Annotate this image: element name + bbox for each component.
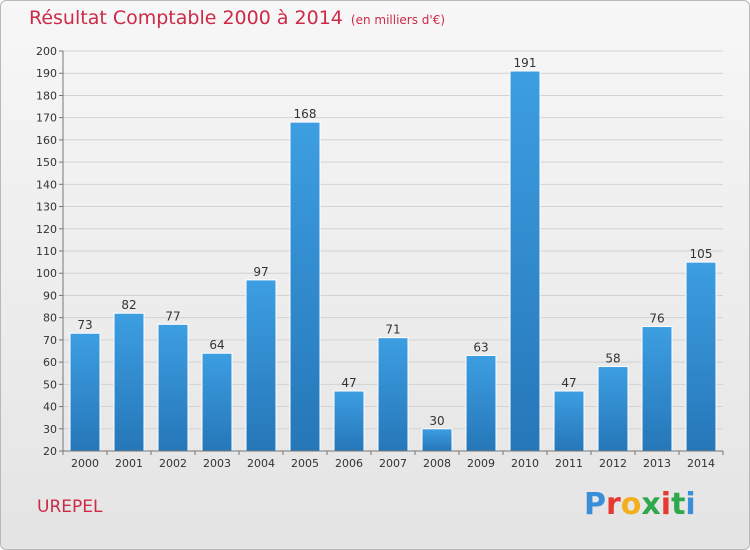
bar xyxy=(333,390,365,452)
y-tick-label: 190 xyxy=(36,67,57,80)
x-tick-label: 2013 xyxy=(643,457,671,470)
brand-letter: x xyxy=(641,487,661,522)
y-tick-label: 70 xyxy=(43,334,57,347)
y-tick-label: 120 xyxy=(36,223,57,236)
bar xyxy=(465,354,497,452)
bar xyxy=(509,70,541,452)
bar xyxy=(377,337,409,452)
bar xyxy=(553,390,585,452)
x-tick-label: 2005 xyxy=(291,457,319,470)
brand-letter: i xyxy=(685,487,696,522)
x-tick-label: 2009 xyxy=(467,457,495,470)
y-tick-label: 180 xyxy=(36,89,57,102)
y-tick-label: 40 xyxy=(43,401,57,414)
y-tick-label: 80 xyxy=(43,312,57,325)
brand-letter: t xyxy=(671,487,686,522)
bar xyxy=(641,326,673,452)
x-tick-label: 2014 xyxy=(687,457,715,470)
y-tick-label: 110 xyxy=(36,245,57,258)
chart-subtitle: (en milliers d'€) xyxy=(350,13,446,27)
x-tick-label: 2000 xyxy=(71,457,99,470)
bar xyxy=(421,428,453,452)
bar xyxy=(245,279,277,452)
chart-title: Résultat Comptable 2000 à 2014 (en millie… xyxy=(29,7,445,29)
y-tick-label: 140 xyxy=(36,178,57,191)
y-tick-label: 100 xyxy=(36,267,57,280)
data-label: 47 xyxy=(341,376,356,390)
y-tick-label: 130 xyxy=(36,201,57,214)
proxiti-logo: Proxiti xyxy=(584,487,696,522)
y-tick-label: 160 xyxy=(36,134,57,147)
bar xyxy=(201,352,233,452)
x-tick-label: 2011 xyxy=(555,457,583,470)
data-label: 191 xyxy=(514,56,537,70)
bar xyxy=(157,323,189,452)
y-tick-label: 200 xyxy=(36,45,57,58)
data-label: 82 xyxy=(121,298,136,312)
data-label: 77 xyxy=(165,309,180,323)
y-tick-label: 60 xyxy=(43,356,57,369)
x-tick-label: 2007 xyxy=(379,457,407,470)
brand-letter: i xyxy=(660,487,672,522)
x-tick-label: 2006 xyxy=(335,457,363,470)
x-tick-label: 2003 xyxy=(203,457,231,470)
y-axis-ticks: 20 30 40 50 60 70 80 90 100 110 120 130 140 150 160 170… xyxy=(36,45,63,458)
data-label: 58 xyxy=(605,352,620,366)
x-axis-ticks: 2000 2001 2002 2003 2004 2005 2006 2007 2008 2009… xyxy=(62,451,724,470)
bar xyxy=(113,312,145,452)
x-tick-label: 2010 xyxy=(511,457,539,470)
data-label: 76 xyxy=(649,312,664,326)
bar xyxy=(69,332,101,452)
bar xyxy=(289,121,321,452)
y-tick-label: 170 xyxy=(36,112,57,125)
data-label: 105 xyxy=(690,247,713,261)
data-label: 168 xyxy=(294,107,317,121)
bar xyxy=(685,261,717,452)
data-label: 73 xyxy=(77,318,92,332)
y-tick-label: 50 xyxy=(43,378,57,391)
bar xyxy=(597,366,629,452)
data-label: 71 xyxy=(385,323,400,337)
y-tick-label: 30 xyxy=(43,423,57,436)
axes xyxy=(62,51,723,452)
data-label: 63 xyxy=(473,340,488,354)
brand-letter: r xyxy=(606,487,621,522)
data-label: 47 xyxy=(561,376,576,390)
commune-name: UREPEL xyxy=(37,497,103,517)
bars: 73 82 77 64 97 168 47 71 30 63 191 47 58 76 105 xyxy=(69,56,717,452)
chart-title-text: Résultat Comptable 2000 à 2014 xyxy=(29,7,343,29)
x-tick-label: 2001 xyxy=(115,457,143,470)
y-tick-label: 150 xyxy=(36,156,57,169)
x-tick-label: 2002 xyxy=(159,457,187,470)
data-label: 30 xyxy=(429,414,444,428)
x-tick-label: 2004 xyxy=(247,457,275,470)
y-tick-label: 20 xyxy=(43,445,57,458)
brand-letter: P xyxy=(584,487,606,522)
x-tick-label: 2012 xyxy=(599,457,627,470)
data-label: 97 xyxy=(253,265,268,279)
y-tick-label: 90 xyxy=(43,289,57,302)
brand-letter: o xyxy=(620,487,642,522)
x-tick-label: 2008 xyxy=(423,457,451,470)
data-label: 64 xyxy=(209,338,224,352)
